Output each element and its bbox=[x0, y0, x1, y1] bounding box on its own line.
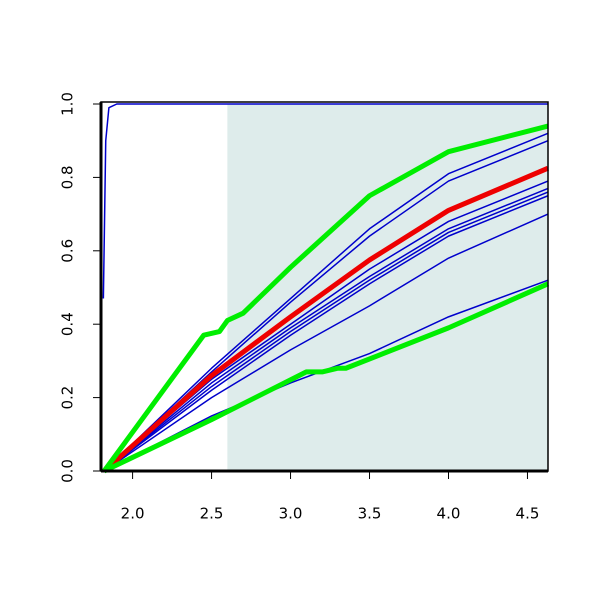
y-tick-label: 0.2 bbox=[59, 386, 77, 410]
series-line bbox=[103, 187, 549, 472]
x-tick-label: 4.5 bbox=[516, 505, 540, 523]
series-line bbox=[103, 213, 549, 472]
y-tick-label: 1.0 bbox=[59, 92, 77, 116]
x-tick-label: 4.0 bbox=[437, 505, 461, 523]
x-tick-label: 3.5 bbox=[358, 505, 382, 523]
series-line bbox=[103, 195, 549, 472]
x-tick-label: 3.0 bbox=[279, 505, 303, 523]
x-tick-label: 2.5 bbox=[200, 505, 224, 523]
axis-layer: 2.0 2.5 3.0 3.5 4.0 4.5 0.0 0.2 0.4 0.6 0.8 1.0 bbox=[59, 92, 540, 522]
series-line bbox=[102, 165, 549, 473]
series-line bbox=[102, 123, 549, 473]
y-tick-label: 0.4 bbox=[59, 312, 77, 336]
y-tick-label: 0.6 bbox=[59, 239, 77, 263]
series-line bbox=[103, 191, 549, 472]
series-line bbox=[102, 103, 548, 299]
x-tick-label: 2.0 bbox=[121, 505, 145, 523]
series-line bbox=[103, 281, 550, 474]
line-layer bbox=[102, 103, 550, 474]
y-tick-label: 0.0 bbox=[59, 459, 77, 483]
shade-layer bbox=[227, 104, 549, 471]
series-line bbox=[103, 132, 549, 472]
y-tick-label: 0.8 bbox=[59, 165, 77, 189]
shaded-region bbox=[227, 104, 549, 471]
